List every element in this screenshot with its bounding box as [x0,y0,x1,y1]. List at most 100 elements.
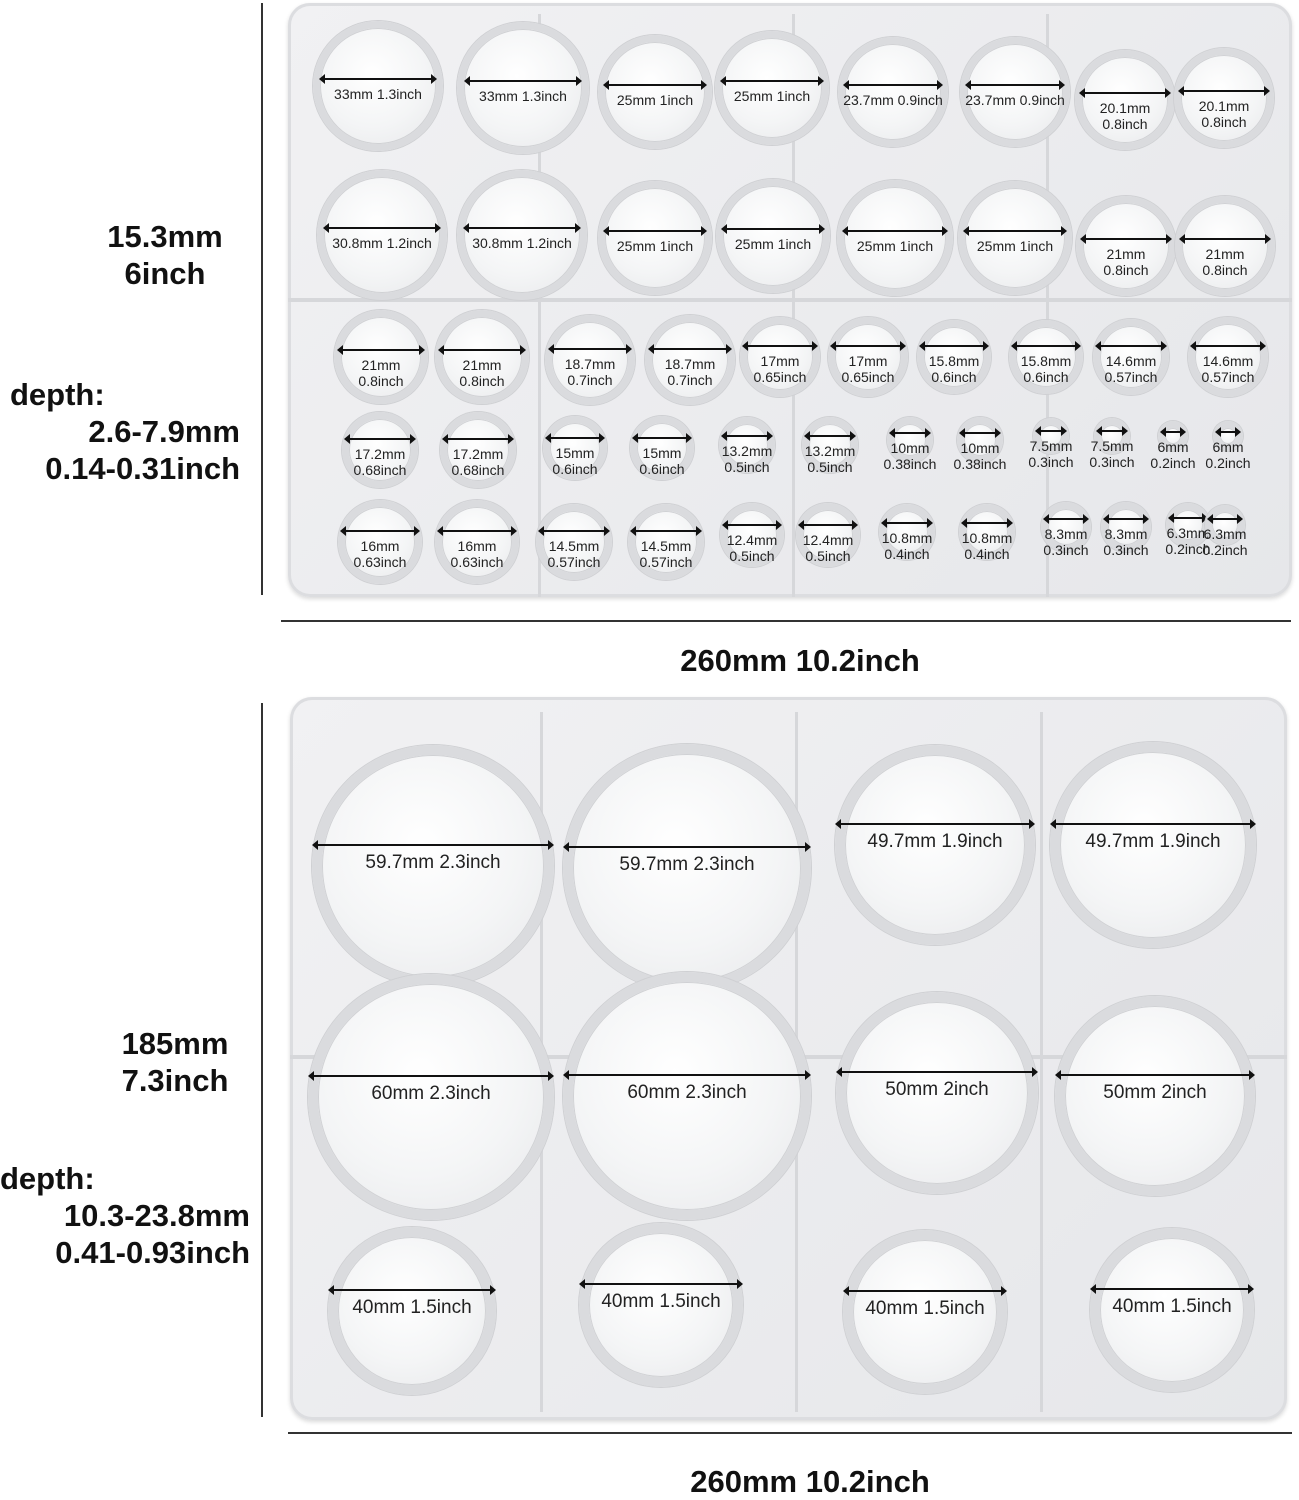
mold-cavity [959,504,1015,560]
cavity-size-label: 17.2mm 0.68inch [354,446,407,478]
size-text: 0.5inch [805,547,851,564]
dimension-arrow [463,223,581,233]
mold-cavity [317,170,447,300]
cavity-size-label: 23.7mm 0.9inch [843,92,943,108]
mold-cavity [802,417,858,473]
dimension-arrow [835,819,1035,829]
cavity-size-label: 25mm 1inch [857,238,933,254]
size-text: 10.8mm [961,530,1013,547]
size-text: 12.4mm [802,531,854,548]
cavity-size-label: 10.8mm 0.4inch [882,530,933,562]
mold-cavity [1101,502,1151,552]
cavity-size-label: 21mm 0.8inch [1103,246,1148,278]
size-text: 0.4inch [964,546,1010,563]
cavity-size-label: 17mm 0.65inch [842,353,895,385]
cavity-size-label: 59.7mm 2.3inch [619,854,754,876]
size-text: 16mm [360,538,400,554]
size-text: 0.4inch [884,546,930,563]
section-divider [538,14,541,294]
size-text: 20.1mm [1198,98,1250,114]
cavity-size-label: 21mm 0.8inch [1202,246,1247,278]
dimension-arrow [1050,819,1256,829]
dimension-arrow [312,840,554,850]
cavity-size-label: 33mm 1.3inch [479,88,567,104]
size-text: 0.5inch [724,459,770,476]
size-text: 14.6mm [1202,353,1254,369]
size-text: 0.6inch [552,460,598,477]
size-text: 23.7mm 0.9inch [843,92,943,108]
size-text: 17mm [848,353,888,369]
mold-cavity [879,504,935,560]
mold-cavity [598,181,712,295]
size-text: 0.8inch [459,373,505,390]
size-text: 7.5mm [1029,437,1073,454]
cavity-size-label: 16mm 0.63inch [354,538,407,570]
mold-cavity [917,320,991,394]
size-text: 0.57inch [639,554,693,571]
dimension-arrow [962,226,1068,236]
size-text: 14.5mm [640,538,692,554]
size-text: 14.6mm [1105,353,1157,369]
dimension-arrow [842,226,948,236]
dimension-arrow [1095,341,1167,351]
size-text: 30.8mm 1.2inch [332,235,432,251]
height-inch: 7.3inch [121,1063,229,1098]
dimension-arrow [442,434,514,444]
mold-cavity [835,745,1035,945]
bottom-width-label: 260mm 10.2inch [690,1464,930,1499]
size-text: 0.6inch [1023,369,1069,386]
cavity-size-label: 15.8mm 0.6inch [929,353,980,385]
size-text: 25mm 1inch [734,236,812,252]
size-text: 18.7mm [564,356,616,372]
cavity-size-label: 6.3mm 0.2inch [1165,525,1210,557]
size-text: 0.2inch [1165,541,1211,558]
cavity-size-label: 6mm 0.2inch [1150,439,1195,471]
cavity-size-label: 12.4mm 0.5inch [727,532,778,564]
dimension-arrow [804,431,856,442]
cavity-size-label: 6mm 0.2inch [1205,439,1250,471]
dimension-arrow [964,80,1066,90]
dimension-arrow [1090,1284,1254,1294]
size-text: 6.3mm [1166,525,1210,542]
dimension-arrow [1078,88,1171,98]
mold-cavity [313,21,443,151]
mold-cavity [1050,742,1256,948]
bottom-width-bracket [288,1432,1292,1434]
mold-cavity [796,503,860,567]
dimension-arrow [1103,514,1149,525]
dimension-arrow [798,519,858,530]
size-text: 25mm 1inch [976,238,1054,254]
cavity-size-label: 60mm 2.3inch [371,1083,490,1105]
cavity-size-label: 10mm 0.38inch [884,440,937,472]
mold-cavity [457,22,589,154]
mold-cavity [1076,196,1176,296]
dimension-arrow [602,226,708,236]
size-text: 50mm 2inch [885,1079,989,1100]
mold-cavity [598,35,712,149]
height-mm: 15.3mm [107,219,223,254]
cavity-size-label: 40mm 1.5inch [352,1297,471,1319]
section-divider [288,298,1292,302]
size-text: 6mm [1212,438,1244,455]
size-text: 49.7mm 1.9inch [867,831,1003,852]
dimension-arrow [563,1070,811,1080]
cavity-size-label: 40mm 1.5inch [865,1298,984,1320]
size-text: 7.5mm [1090,437,1134,454]
cavity-size-label: 30.8mm 1.2inch [332,235,432,251]
cavity-size-label: 13.2mm 0.5inch [722,443,773,475]
cavity-size-label: 20.1mm 0.8inch [1199,98,1250,130]
mold-cavity [440,412,516,488]
mold-cavity [1041,502,1091,552]
mold-cavity [843,1230,1007,1394]
cavity-size-label: 17mm 0.65inch [754,353,807,385]
dimension-arrow [881,518,933,529]
cavity-size-label: 18.7mm 0.7inch [665,356,716,388]
mold-cavity [1055,996,1255,1196]
size-text: 0.57inch [547,554,601,571]
dimension-arrow [843,1286,1007,1296]
size-text: 0.63inch [353,554,407,571]
dimension-arrow [463,76,583,86]
bottom-height-label: 185mm 7.3inch [105,1025,245,1099]
size-text: 33mm 1.3inch [479,88,567,104]
dimension-arrow [722,519,782,530]
